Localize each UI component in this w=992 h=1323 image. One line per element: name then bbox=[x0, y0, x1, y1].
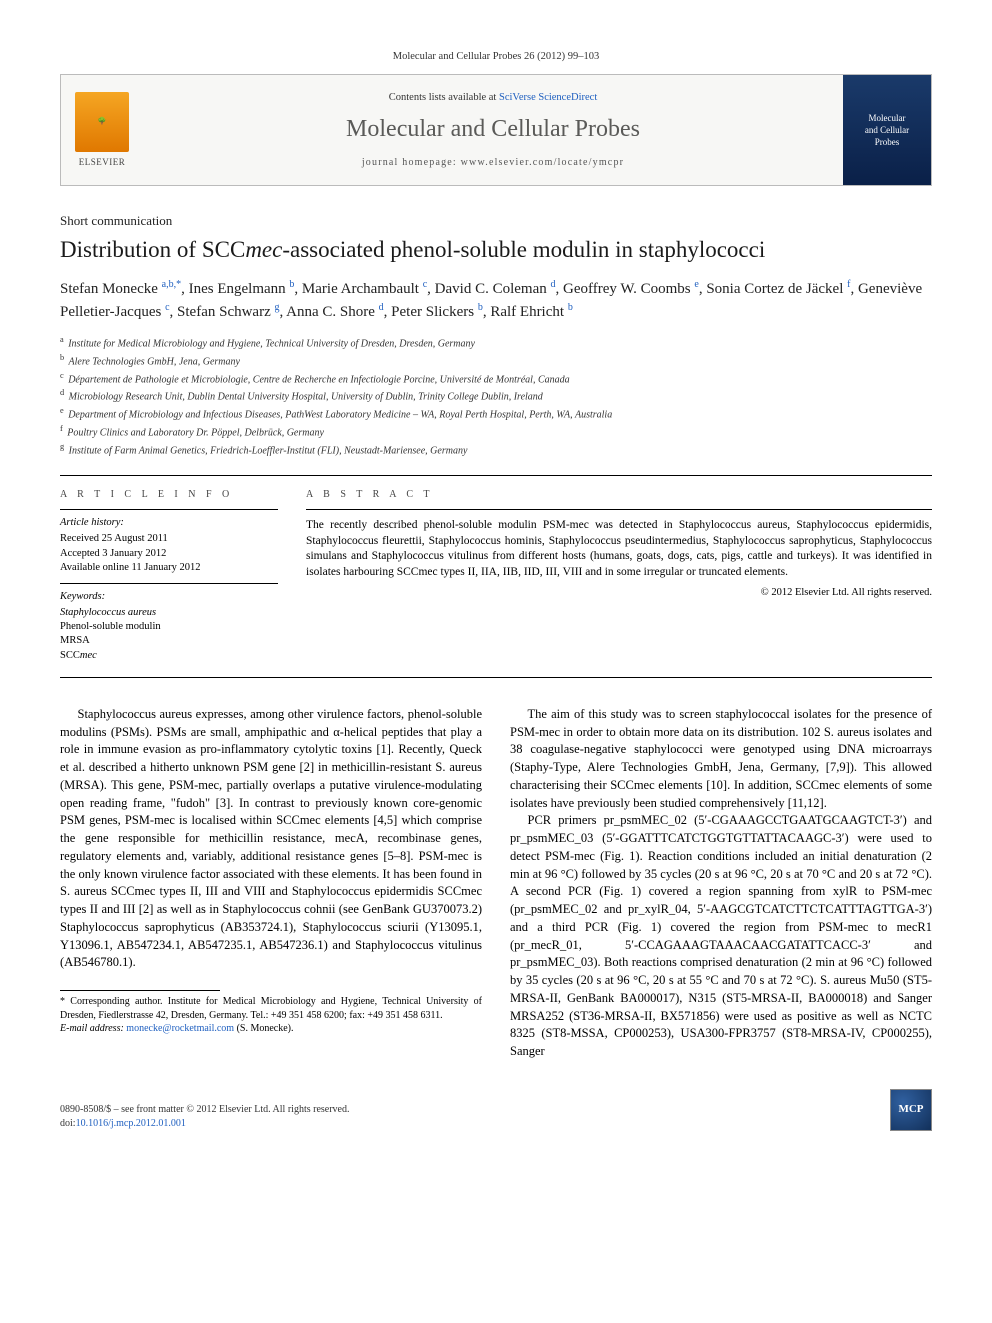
journal-name: Molecular and Cellular Probes bbox=[346, 113, 640, 145]
body-columns: Staphylococcus aureus expresses, among o… bbox=[60, 706, 932, 1061]
affiliation-item: e Department of Microbiology and Infecti… bbox=[60, 405, 932, 423]
article-info-block: A R T I C L E I N F O Article history: R… bbox=[60, 476, 932, 677]
affiliation-item: d Microbiology Research Unit, Dublin Den… bbox=[60, 387, 932, 405]
keyword-3: SCCmec bbox=[60, 649, 278, 663]
affiliation-item: b Alere Technologies GmbH, Jena, Germany bbox=[60, 352, 932, 370]
rule-bottom-info bbox=[60, 677, 932, 678]
elsevier-tree-icon: 🌳 bbox=[75, 92, 129, 152]
email-line: E-mail address: monecke@rocketmail.com (… bbox=[60, 1022, 482, 1036]
doi-link[interactable]: 10.1016/j.mcp.2012.01.001 bbox=[76, 1118, 186, 1129]
abstract-text: The recently described phenol-soluble mo… bbox=[306, 518, 932, 580]
doi-line: doi:10.1016/j.mcp.2012.01.001 bbox=[60, 1117, 349, 1131]
body-p2: The aim of this study was to screen stap… bbox=[510, 706, 932, 813]
cover-title-1: Molecular bbox=[869, 112, 906, 124]
history-head: Article history: bbox=[60, 516, 278, 530]
keyword-2: MRSA bbox=[60, 634, 278, 648]
keyword-1: Phenol-soluble modulin bbox=[60, 620, 278, 634]
affiliations-list: a Institute for Medical Microbiology and… bbox=[60, 334, 932, 459]
page-root: Molecular and Cellular Probes 26 (2012) … bbox=[0, 0, 992, 1171]
history-received: Received 25 August 2011 bbox=[60, 532, 278, 546]
journal-banner: 🌳 ELSEVIER Contents lists available at S… bbox=[60, 74, 932, 186]
article-type: Short communication bbox=[60, 212, 932, 230]
cover-title-3: Probes bbox=[875, 136, 900, 148]
footnote-separator bbox=[60, 990, 220, 991]
journal-homepage-line: journal homepage: www.elsevier.com/locat… bbox=[362, 156, 624, 170]
body-p1: Staphylococcus aureus expresses, among o… bbox=[60, 706, 482, 972]
page-footer-bar: 0890-8508/$ – see front matter © 2012 El… bbox=[60, 1089, 932, 1131]
history-accepted: Accepted 3 January 2012 bbox=[60, 547, 278, 561]
keywords-head: Keywords: bbox=[60, 590, 278, 604]
article-title: Distribution of SCCmec-associated phenol… bbox=[60, 236, 932, 265]
abstract-block: A B S T R A C T The recently described p… bbox=[306, 488, 932, 663]
journal-cover-thumb: Molecular and Cellular Probes bbox=[843, 75, 931, 185]
affiliation-item: f Poultry Clinics and Laboratory Dr. Pöp… bbox=[60, 423, 932, 441]
journal-logo-square: MCP bbox=[890, 1089, 932, 1131]
affiliation-item: g Institute of Farm Animal Genetics, Fri… bbox=[60, 441, 932, 459]
banner-center: Contents lists available at SciVerse Sci… bbox=[143, 75, 843, 185]
history-online: Available online 11 January 2012 bbox=[60, 561, 278, 575]
email-link[interactable]: monecke@rocketmail.com bbox=[126, 1023, 234, 1034]
rule-info-2 bbox=[60, 583, 278, 584]
front-matter-line: 0890-8508/$ – see front matter © 2012 El… bbox=[60, 1103, 349, 1117]
footnotes: * Corresponding author. Institute for Me… bbox=[60, 995, 482, 1036]
homepage-label: journal homepage: bbox=[362, 157, 461, 168]
elsevier-logo-block: 🌳 ELSEVIER bbox=[61, 75, 143, 185]
header-citation: Molecular and Cellular Probes 26 (2012) … bbox=[60, 50, 932, 64]
article-info-left: A R T I C L E I N F O Article history: R… bbox=[60, 488, 278, 663]
contents-prefix: Contents lists available at bbox=[389, 92, 499, 103]
corresponding-author-note: * Corresponding author. Institute for Me… bbox=[60, 995, 482, 1022]
author-list: Stefan Monecke a,b,*, Ines Engelmann b, … bbox=[60, 278, 932, 324]
elsevier-wordmark: ELSEVIER bbox=[79, 156, 126, 168]
email-suffix: (S. Monecke). bbox=[234, 1023, 293, 1034]
keyword-0: Staphylococcus aureus bbox=[60, 606, 278, 620]
cover-title-2: and Cellular bbox=[865, 124, 909, 136]
affiliation-item: a Institute for Medical Microbiology and… bbox=[60, 334, 932, 352]
abstract-heading: A B S T R A C T bbox=[306, 488, 932, 502]
footer-left: 0890-8508/$ – see front matter © 2012 El… bbox=[60, 1103, 349, 1131]
doi-label: doi: bbox=[60, 1118, 76, 1129]
email-label: E-mail address: bbox=[60, 1023, 126, 1034]
contents-available-line: Contents lists available at SciVerse Sci… bbox=[389, 91, 597, 105]
article-info-heading: A R T I C L E I N F O bbox=[60, 488, 278, 502]
rule-info-1 bbox=[60, 509, 278, 510]
rule-abstract bbox=[306, 509, 932, 510]
homepage-url: www.elsevier.com/locate/ymcpr bbox=[461, 157, 625, 168]
abstract-copyright: © 2012 Elsevier Ltd. All rights reserved… bbox=[306, 586, 932, 600]
body-p3: PCR primers pr_psmMEC_02 (5′-CGAAAGCCTGA… bbox=[510, 812, 932, 1061]
sciencedirect-link[interactable]: SciVerse ScienceDirect bbox=[499, 92, 597, 103]
affiliation-item: c Département de Pathologie et Microbiol… bbox=[60, 370, 932, 388]
